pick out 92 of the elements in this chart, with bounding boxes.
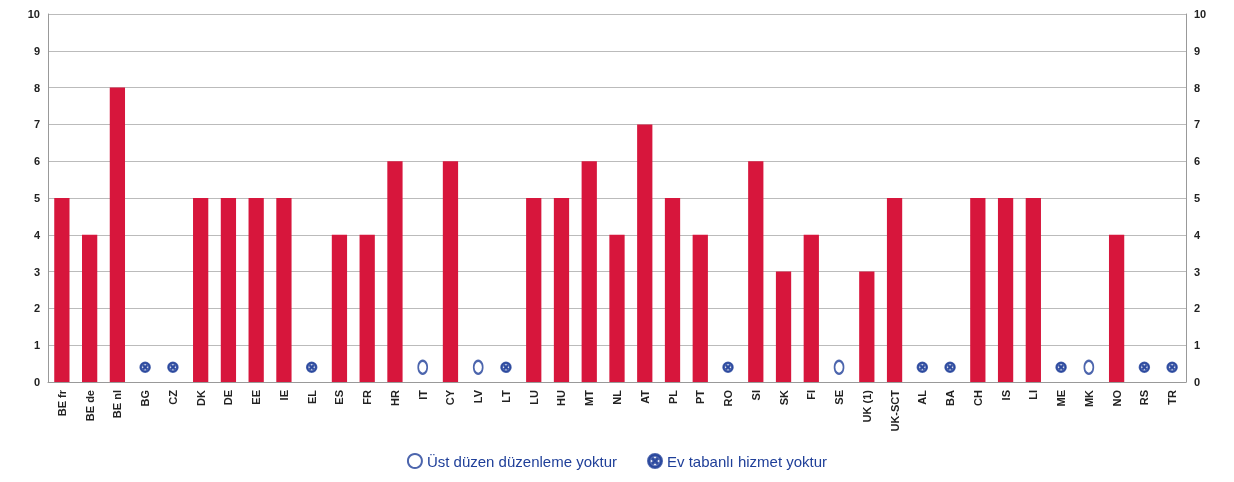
y2-tick-label: 2 bbox=[1194, 302, 1201, 315]
x-tick-label: BE fr bbox=[55, 389, 68, 417]
x-tick-label: FR bbox=[361, 389, 374, 405]
y2-tick-label: 1 bbox=[1194, 339, 1201, 352]
x-tick-label: HU bbox=[555, 389, 568, 406]
bar bbox=[331, 234, 348, 382]
bar bbox=[526, 198, 542, 382]
x-tick-label: CY bbox=[444, 389, 457, 406]
x-tick-label: CZ bbox=[166, 389, 179, 405]
bar bbox=[1025, 198, 1041, 382]
bar bbox=[664, 198, 681, 382]
x-tick-label: LT bbox=[499, 389, 512, 403]
y-tick-label: 2 bbox=[33, 302, 40, 315]
x-tick-label: RO bbox=[722, 389, 735, 407]
bar bbox=[276, 198, 292, 382]
x-tick-label: ME bbox=[1055, 390, 1068, 407]
y-tick-label: 5 bbox=[33, 192, 40, 204]
y2-tick-label: 0 bbox=[1194, 376, 1201, 388]
x-tick-label: HR bbox=[388, 389, 401, 406]
x-tick-label: AT bbox=[638, 389, 651, 404]
bar bbox=[193, 198, 209, 382]
y2-tick-label: 10 bbox=[1194, 8, 1207, 20]
bar bbox=[248, 198, 264, 382]
x-tick-label: TR bbox=[1166, 389, 1179, 405]
x-tick-label: AL bbox=[916, 389, 929, 405]
x-tick-label: RS bbox=[1138, 390, 1151, 406]
x-tick-label: BA bbox=[944, 389, 957, 406]
y2-tick-label: 8 bbox=[1194, 81, 1201, 94]
bar bbox=[803, 234, 819, 382]
x-tick-label: EE bbox=[250, 390, 263, 405]
bar bbox=[387, 161, 403, 382]
x-tick-label: LV bbox=[472, 389, 485, 404]
y-tick-label: 6 bbox=[33, 155, 40, 168]
bar bbox=[581, 161, 597, 382]
x-tick-label: EL bbox=[305, 389, 318, 405]
y-tick-label: 1 bbox=[33, 339, 40, 352]
y-tick-label: 3 bbox=[33, 265, 40, 278]
y-tick-label: 9 bbox=[33, 44, 40, 57]
x-tick-label: NO bbox=[1110, 389, 1123, 407]
y2-tick-label: 6 bbox=[1194, 155, 1201, 168]
x-tick-label: IE bbox=[277, 390, 290, 401]
bar bbox=[359, 234, 375, 382]
x-tick-label: SE bbox=[833, 390, 846, 405]
x-tick-label: SI bbox=[749, 390, 762, 401]
x-tick-label: UK (1) bbox=[860, 389, 873, 423]
x-tick-label: BE de bbox=[83, 390, 96, 422]
bar bbox=[54, 198, 70, 382]
x-tick-label: ES bbox=[333, 390, 346, 405]
bar bbox=[775, 271, 792, 382]
y-tick-label: 0 bbox=[33, 376, 40, 388]
x-tick-label: UK-SCT bbox=[888, 389, 901, 432]
y-tick-label: 8 bbox=[33, 81, 40, 94]
bar bbox=[82, 234, 98, 382]
x-tick-label: FI bbox=[805, 390, 818, 400]
bar bbox=[609, 234, 625, 382]
y2-tick-label: 7 bbox=[1194, 118, 1201, 131]
x-tick-label: LU bbox=[527, 389, 540, 405]
legend-label: Ev tabanlı hizmet yoktur bbox=[667, 452, 828, 470]
x-tick-label: SK bbox=[777, 389, 790, 406]
y-tick-label: 10 bbox=[27, 8, 40, 20]
bar bbox=[637, 124, 653, 382]
x-tick-label: IT bbox=[416, 389, 429, 400]
x-tick-label: PT bbox=[694, 389, 707, 405]
bar bbox=[220, 198, 237, 382]
x-tick-label: CH bbox=[971, 389, 984, 406]
bar bbox=[886, 198, 903, 382]
bar bbox=[970, 198, 986, 382]
x-tick-label: MT bbox=[583, 389, 596, 406]
y-tick-label: 7 bbox=[33, 118, 40, 131]
x-tick-label: DE bbox=[222, 390, 235, 406]
bar bbox=[997, 198, 1014, 382]
bar bbox=[748, 161, 764, 382]
y2-tick-label: 3 bbox=[1194, 265, 1201, 278]
bar bbox=[109, 87, 126, 382]
bar bbox=[553, 198, 570, 382]
y2-tick-label: 4 bbox=[1194, 228, 1201, 241]
legend-label: Üst düzen düzenleme yoktur bbox=[426, 452, 618, 470]
bar bbox=[442, 161, 459, 382]
x-tick-label: BG bbox=[139, 390, 152, 407]
x-tick-label: LI bbox=[1027, 390, 1040, 400]
x-tick-label: BE nl bbox=[111, 390, 124, 419]
x-tick-label: NL bbox=[611, 389, 623, 405]
bar bbox=[692, 234, 708, 382]
bar bbox=[1108, 234, 1125, 382]
bar bbox=[859, 271, 875, 382]
x-tick-label: MK bbox=[1082, 389, 1095, 408]
y2-tick-label: 5 bbox=[1194, 192, 1201, 204]
y-tick-label: 4 bbox=[33, 228, 41, 241]
x-tick-label: IS bbox=[999, 390, 1012, 401]
y2-tick-label: 9 bbox=[1194, 44, 1201, 57]
x-tick-label: PL bbox=[666, 389, 679, 405]
x-tick-label: DK bbox=[194, 389, 207, 406]
